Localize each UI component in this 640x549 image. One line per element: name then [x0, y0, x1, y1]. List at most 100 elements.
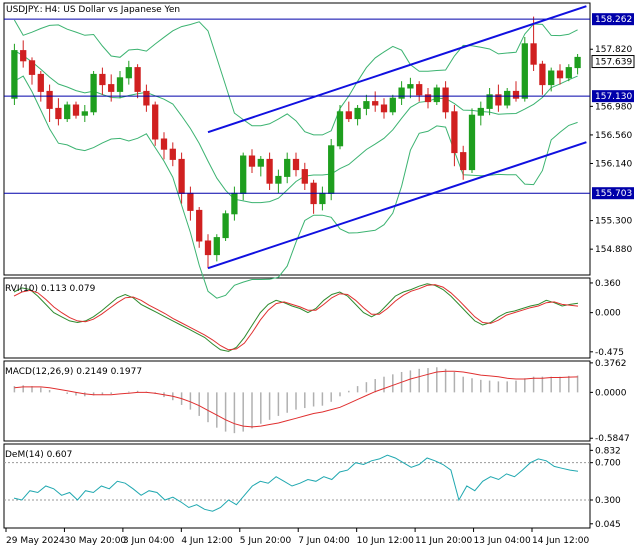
candle-body [37, 73, 44, 92]
candle-body [196, 209, 203, 242]
candle-body [574, 56, 581, 69]
candle-body [556, 70, 564, 79]
candle-body [372, 101, 379, 106]
dem-pane: 0.832 0.700 0.300 0.045 [4, 446, 621, 530]
candle-body [125, 67, 132, 79]
macd-label: MACD(12,26,9) 0.2149 0.1977 [5, 367, 142, 377]
price-tick-label: 157.820 [595, 45, 632, 55]
candle-body [99, 73, 106, 86]
time-tick-label: 3 Jun 04:00 [123, 536, 175, 546]
candle-body [231, 192, 238, 215]
candle-body [28, 60, 36, 75]
candle-body [389, 97, 396, 113]
candle-body [416, 84, 423, 96]
axis-tick-label: 0.000 [595, 309, 621, 319]
candle-body [451, 111, 458, 154]
axis-tick-label: 0.360 [595, 279, 621, 289]
candle-body [240, 155, 247, 194]
candle-body [539, 63, 546, 86]
axis-tick-label: 0.045 [595, 520, 621, 530]
candle-body [266, 158, 273, 184]
candle-body [257, 158, 264, 167]
candle-body [336, 111, 344, 147]
time-axis: 29 May 2024 30 May 20:003 Jun 04:00 4 Jun … [5, 528, 589, 546]
bollinger-mid [14, 50, 578, 204]
price-axis: 157.820 156.980 156.560 156.140 155.300 154.8… [590, 45, 635, 255]
rvi-pane: 0.360 0.000 -0.475 [13, 279, 624, 358]
title-separator-2: : [57, 5, 60, 15]
candle-body [11, 50, 18, 99]
bollinger-up [13, 19, 578, 136]
time-tick-label: 30 May 20:00 [64, 536, 126, 546]
rvi-label: RVI(10) 0.113 0.079 [5, 284, 96, 294]
candle-body [213, 237, 220, 256]
horizontal-levels: 158.262 157.130 155.703 [4, 13, 634, 200]
time-tick-label: 4 Jun 12:00 [181, 536, 233, 546]
candle-body [108, 84, 115, 92]
price-tick-label: 155.300 [595, 217, 632, 227]
pane-frame-macd [3, 360, 591, 442]
candle-body [460, 152, 467, 171]
candle-body [222, 213, 229, 239]
level-tag [592, 13, 634, 26]
candle-body [328, 145, 335, 194]
candle-body [407, 84, 414, 89]
dem-label: DeM(14) 0.607 [5, 450, 72, 460]
candle-body [55, 107, 62, 120]
price-tick-label: 156.140 [595, 159, 632, 169]
candle-body [477, 107, 484, 116]
axis-tick-label: 0.832 [595, 446, 621, 456]
candle-body [354, 107, 361, 120]
dem-series-0 [13, 454, 579, 512]
time-tick-label: 7 Jun 04:00 [298, 536, 350, 546]
candle-body [504, 90, 511, 106]
candle-body [46, 90, 53, 109]
candle-body [530, 43, 537, 65]
macd-pane: 0.3762 0.0000 -0.5847 [13, 359, 630, 444]
candle-body [442, 87, 449, 113]
candle-body [468, 114, 476, 171]
candle-body [512, 90, 520, 99]
axis-tick-label: 0.300 [595, 496, 621, 506]
pane-frame-main [3, 2, 591, 276]
candle-body [486, 94, 493, 109]
candle-body [292, 158, 300, 171]
candle-body [565, 67, 572, 79]
rvi-series-0 [13, 283, 579, 352]
candle-body [152, 104, 159, 140]
level-tag [592, 187, 634, 200]
level-tag-text: 155.703 [595, 189, 632, 199]
candle-body [72, 104, 80, 116]
candle-body [90, 73, 97, 113]
level-tag-text: 157.130 [595, 92, 632, 102]
candle-body [187, 192, 194, 211]
axis-tick-label: -0.5847 [595, 434, 630, 444]
channel-lower [207, 141, 587, 270]
price-tick-label: 156.980 [595, 102, 632, 112]
candle-body [134, 67, 141, 92]
candle-body [116, 77, 124, 92]
level-tag-text: 158.262 [595, 15, 632, 25]
price-tick-label: 156.560 [595, 131, 632, 141]
timeframe-label: H4 [45, 5, 58, 15]
current-price-text: 157.639 [595, 58, 632, 68]
candle-body [275, 175, 282, 184]
candle-body [81, 111, 88, 116]
description-label: US Dollar vs Japanese Yen [63, 5, 180, 15]
time-tick-label: 5 Jun 20:00 [240, 536, 292, 546]
chart-header: USDJPY.: H4: US Dollar vs Japanese Yen [6, 5, 180, 15]
axis-tick-label: 0.0000 [595, 388, 627, 398]
rvi-series-1 [13, 284, 579, 351]
title-separator: : [40, 5, 43, 15]
candle-body [20, 50, 27, 62]
candle-body [178, 158, 185, 194]
candle-body [495, 94, 502, 106]
axis-tick-label: 0.3762 [595, 359, 627, 369]
price-tick-label: 154.880 [595, 245, 632, 255]
candle-body [398, 87, 405, 99]
bollinger-lo [14, 75, 578, 299]
candle-body [548, 70, 555, 86]
level-tag [592, 90, 634, 103]
